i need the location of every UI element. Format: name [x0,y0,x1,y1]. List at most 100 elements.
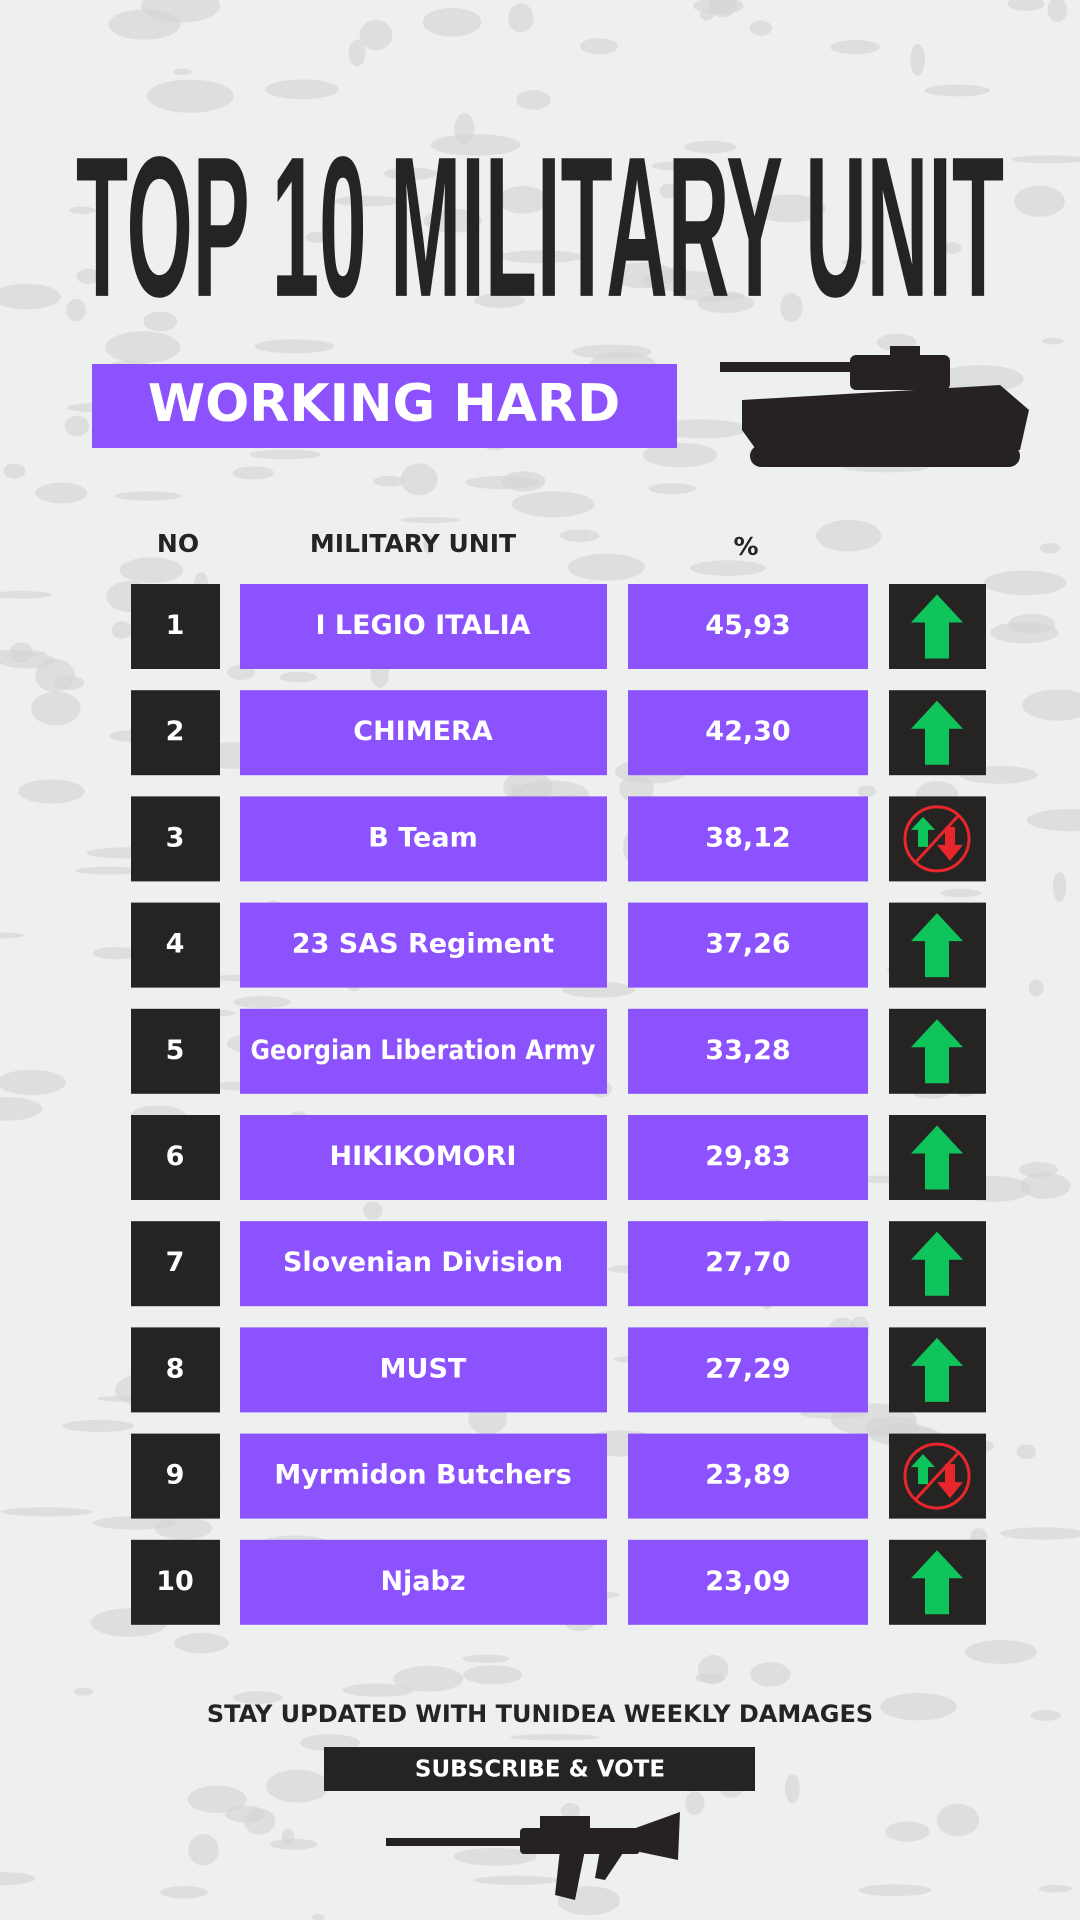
texture-spot [348,39,366,67]
title: TOP 10 MILITARY UNIT [76,116,1004,339]
column-header: NO [157,529,199,558]
texture-spot [656,419,748,439]
no-change-icon [903,1442,971,1510]
texture-spot [1041,337,1064,345]
unit-name: CHIMERA [353,716,493,747]
texture-spot [111,621,132,639]
texture-spot [363,1201,383,1220]
texture-spot [254,339,335,354]
texture-spot [579,38,618,55]
texture-spot [816,519,882,552]
texture-spot [62,1419,135,1432]
texture-spot [684,140,736,154]
texture-spot [174,1632,229,1654]
texture-spot [187,1785,247,1814]
texture-spot [75,866,148,875]
unit-box [240,690,607,776]
texture-spot [160,1886,208,1899]
texture-spot [154,1517,213,1540]
texture-spot [1030,1709,1061,1721]
texture-spot [305,231,328,243]
texture-spot [359,20,393,51]
texture-spot [74,1687,93,1696]
unit-box [240,902,607,988]
texture-spot [66,298,86,322]
texture-spot [693,0,744,15]
texture-spot [785,1774,800,1804]
texture-spot [0,932,25,939]
rank: 8 [166,1353,185,1384]
texture-spot [924,84,990,97]
texture-spot [1038,1884,1072,1893]
up-arrow-icon [911,1550,963,1615]
percent: 29,83 [705,1141,790,1172]
subscribe-button[interactable] [324,1747,755,1791]
up-arrow-icon [911,1337,963,1402]
texture-spot [511,491,595,518]
texture-spot [937,365,1024,393]
texture-spot [373,475,405,487]
texture-spot [780,293,803,322]
rank-box [131,1327,220,1413]
slash [913,1451,961,1502]
texture-spot [1011,155,1080,164]
percent: 27,70 [705,1247,790,1278]
unit-name: Myrmidon Butchers [274,1460,571,1491]
unit-box [240,1327,607,1413]
rank-box [131,584,220,669]
texture-spot [880,1692,957,1721]
texture-spot [1039,543,1061,554]
column-header: MILITARY UNIT [310,529,516,558]
texture-spot [752,194,826,223]
texture-spot [172,68,192,76]
texture-spot [249,449,321,460]
percent: 37,26 [705,929,790,960]
texture-spot [18,779,85,804]
texture-spot [0,1872,35,1886]
texture-spot [114,491,183,501]
subscribe-button-label[interactable]: SUBSCRIBE & VOTE [415,1757,665,1783]
texture-spot [108,9,181,40]
texture-spot [333,195,401,207]
texture-spot [232,466,275,480]
texture-spot [453,1847,537,1866]
unit-name: 23 SAS Regiment [292,929,555,960]
texture-spot [342,1683,414,1697]
up-arrow-icon [911,1019,963,1084]
rank-box [131,690,220,776]
texture-spot [640,270,726,292]
texture-spot [940,242,962,254]
texture-spot [830,40,880,55]
table-row: 6 HIKIKOMORI 29,83 [131,1115,986,1200]
percent: 33,28 [705,1035,790,1066]
texture-spot [1014,185,1065,217]
rifle-icon [386,1812,680,1900]
texture-spot [473,1875,559,1885]
texture-spot [936,1803,980,1837]
percent: 27,29 [705,1353,790,1384]
texture-spot [690,560,766,576]
table-row: 4 23 SAS Regiment 37,26 [131,902,986,988]
texture-spot [279,671,318,683]
texture-spot [659,183,679,199]
texture-spot [648,483,697,495]
percent-box [628,796,868,882]
no-change-icon [903,805,971,873]
table-row: 10 Njabz 23,09 [131,1539,986,1625]
percent-box [628,902,868,988]
texture-spot [990,621,1059,644]
subtitle: WORKING HARD [148,374,621,434]
rank-box [131,1433,220,1519]
texture-spot [560,1802,580,1819]
texture-spot [105,331,181,364]
texture-spot [750,1662,791,1687]
texture-spot [983,570,1067,596]
texture-spot [1007,0,1045,11]
subtitle-box [92,364,677,448]
texture-spot [498,250,583,264]
percent-box [628,584,868,669]
texture-spot [1047,0,1068,22]
rank: 2 [166,716,185,747]
texture-spot [1026,808,1080,832]
